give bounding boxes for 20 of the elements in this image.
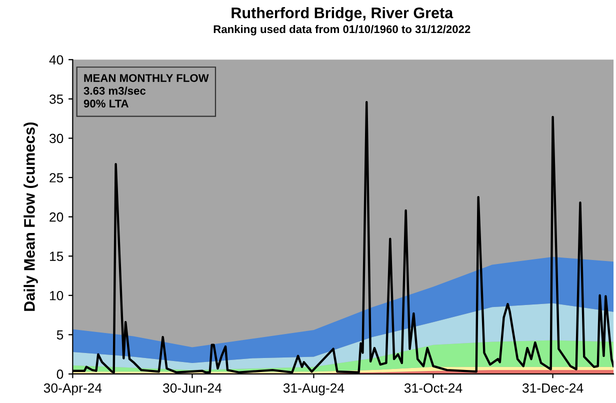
- y-tick-label: 0: [56, 370, 64, 379]
- y-tick-label: 15: [50, 252, 64, 262]
- x-tick-label: 31-Dec-24: [522, 383, 584, 393]
- x-tick-label: 30-Apr-24: [44, 383, 102, 396]
- y-tick-label: 30: [49, 134, 64, 144]
- chart-title: Rutherford Bridge, River Greta: [232, 7, 454, 22]
- y-tick-label: 25: [50, 173, 64, 182]
- annotation: 3.63 m3/sec: [84, 86, 146, 95]
- y-axis-title: Daily Mean Flow (cumecs): [24, 122, 38, 311]
- y-tick-label: 5: [56, 330, 64, 340]
- annotation: MEAN MONTHLY FLOW: [84, 74, 209, 82]
- annotation: 90% LTA: [84, 100, 128, 108]
- y-tick-label: 40: [49, 55, 64, 65]
- y-tick-label: 20: [50, 212, 64, 222]
- x-tick-label: 31-Aug-24: [283, 383, 344, 396]
- x-tick-label: 31-Oct-24: [404, 383, 462, 393]
- x-tick-label: 30-Jun-24: [163, 383, 222, 393]
- y-tick-label: 35: [49, 94, 64, 104]
- y-tick-label: 10: [50, 290, 64, 300]
- chart-subtitle: Ranking used data from 01/10/1960 to 31/12/2022: [214, 24, 470, 36]
